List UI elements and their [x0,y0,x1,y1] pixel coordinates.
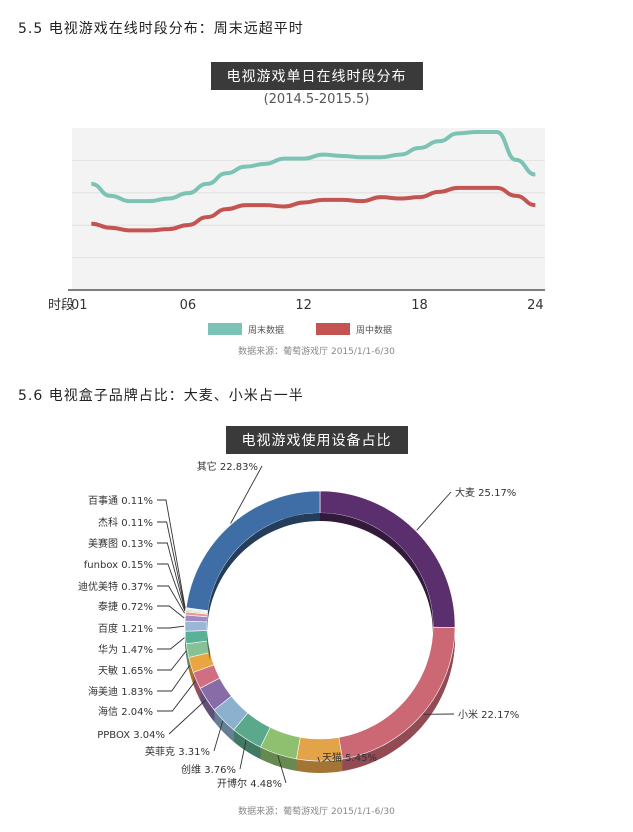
slice-label: 大麦 25.17% [455,486,516,499]
slice-label: 海美迪 1.83% [88,685,153,698]
leader-line [317,756,320,763]
leader-line [157,605,185,619]
pie-chart-source: 数据来源：葡萄游戏厅 2015/1/1-6/30 [238,807,395,817]
leader-line [157,637,185,650]
leader-line [157,665,191,692]
section1-title: 5.5 电视游戏在线时段分布：周末远超平时 [18,21,304,37]
leader-line [157,563,186,612]
x-tick-label: 01 [71,298,88,313]
slice-inner-wall [207,630,208,649]
leader-line [157,542,186,611]
line-chart-source: 数据来源：葡萄游戏厅 2015/1/1-6/30 [238,347,395,357]
donut-hole [207,513,433,739]
line-chart-title: 电视游戏单日在线时段分布 [210,62,423,90]
x-tick-label: 06 [180,298,197,313]
pie-chart-title: 电视游戏使用设备占比 [225,426,408,454]
leader-line [416,491,452,531]
slice-label: 创维 3.76% [181,763,236,776]
leader-line [277,755,287,784]
slice-label: 美赛图 0.13% [88,537,153,550]
leader-line [157,650,187,671]
slice-label: 英菲克 3.31% [145,745,210,758]
slice-label: 华为 1.47% [98,643,153,656]
slice-inner-wall [207,640,211,661]
slice-label: 其它 22.83% [197,460,258,473]
leader-line [168,699,207,735]
series-line-weekday [91,185,536,233]
slice-label: 泰捷 0.72% [98,600,153,613]
slice-百度 [184,620,208,632]
line-chart-subtitle: (2014.5-2015.5) [263,92,370,107]
slice-label: 百度 1.21% [98,622,153,635]
slice-label: 开博尔 4.48% [217,777,282,790]
slice-label: 杰科 0.11% [98,516,153,529]
x-tick-label: 18 [411,298,428,313]
plot-area [72,128,545,290]
leader-line [213,720,224,752]
legend-swatch [316,323,350,335]
leader-line [157,625,185,629]
x-tick-label: 12 [295,298,312,313]
slice-label: 迪优美特 0.37% [78,580,153,593]
slice-label: 百事通 0.11% [88,494,153,507]
legend-label: 周末数据 [248,324,284,336]
series-line-weekend [91,130,536,204]
leader-line [157,680,196,712]
leader-line [157,521,186,610]
leader-line [157,585,185,614]
legend-label: 周中数据 [356,324,392,336]
legend-swatch [208,323,242,335]
x-axis-label: 时段 [48,298,74,313]
leader-line [239,740,247,770]
leader-line [230,465,263,524]
slice-label: 天敏 1.65% [98,664,153,677]
slice-label: 海信 2.04% [98,705,153,718]
section2-title: 5.6 电视盒子品牌占比：大麦、小米占一半 [18,388,304,404]
slice-label: 天猫 5.45% [322,751,377,764]
leader-line [157,499,186,609]
x-tick-label: 24 [527,298,544,313]
slice-inner-wall [208,513,320,619]
slice-label: funbox 0.15% [84,560,153,571]
slice-label: 小米 22.17% [458,708,519,721]
slice-label: PPBOX 3.04% [97,730,165,741]
